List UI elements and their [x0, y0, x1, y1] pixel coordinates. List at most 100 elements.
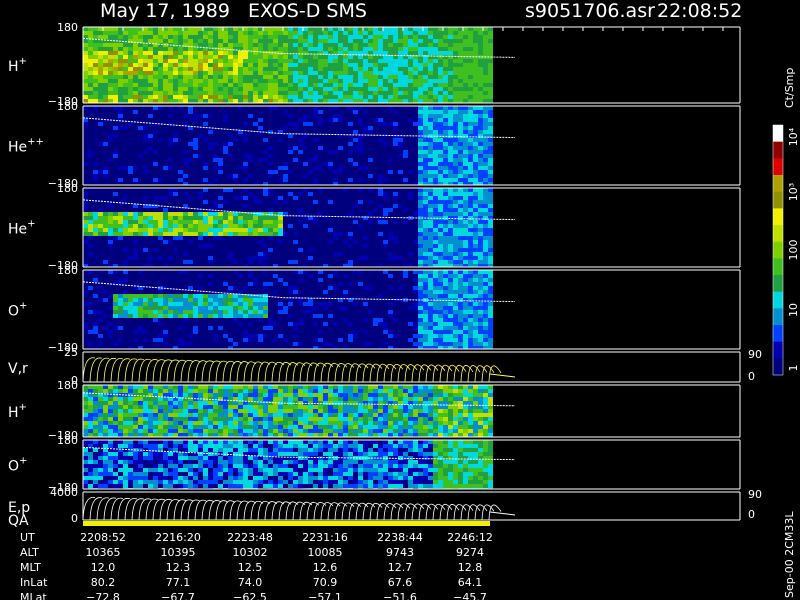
spectrogram-cell	[203, 166, 208, 170]
spectrogram-cell	[318, 166, 323, 170]
spectrogram-cell	[363, 122, 368, 126]
spectrogram-cell	[288, 75, 293, 79]
spectrogram-cell	[368, 204, 373, 208]
spectrogram-cell	[218, 174, 223, 178]
spectrogram-cell	[463, 114, 468, 118]
spectrogram-cell	[213, 59, 218, 63]
spectrogram-cell	[288, 99, 293, 103]
spectrogram-cell	[218, 43, 223, 47]
spectrogram-cell	[258, 87, 263, 91]
spectrogram-cell	[258, 95, 263, 99]
spectrogram-cell	[218, 244, 223, 248]
spectrogram-cell	[113, 248, 118, 252]
spectrogram-cell	[138, 260, 143, 264]
spectrogram-cell	[413, 138, 418, 142]
spectrogram-cell	[338, 126, 343, 130]
spectrogram-cell	[413, 256, 418, 260]
spectrogram-cell	[93, 188, 98, 192]
spectrogram-cell	[108, 346, 113, 349]
spectrogram-cell	[443, 87, 448, 91]
spectrogram-cell	[83, 248, 88, 252]
spectrogram-cell	[128, 174, 133, 178]
spectrogram-cell	[183, 174, 188, 178]
spectrogram-cell	[248, 138, 253, 142]
spectrogram-cell	[408, 35, 413, 39]
spectrogram-cell	[378, 252, 383, 256]
spectrogram-cell	[113, 146, 118, 150]
spectrogram-cell	[478, 178, 483, 182]
spectrogram-cell	[303, 154, 308, 158]
spectrogram-cell	[398, 264, 403, 267]
spectrogram-cell	[343, 162, 348, 166]
spectrogram-cell	[148, 91, 153, 95]
spectrogram-cell	[393, 142, 398, 146]
spectrogram-cell	[258, 170, 263, 174]
spectrogram-cell	[353, 63, 358, 67]
spectrogram-cell	[388, 126, 393, 130]
spectrogram-cell	[198, 200, 203, 204]
spectrogram-cell	[148, 182, 153, 185]
spectrogram-cell	[88, 43, 93, 47]
spectrogram-cell	[128, 134, 133, 138]
spectrogram-cell	[128, 55, 133, 59]
spectrogram-cell	[273, 216, 278, 220]
spectrogram-cell	[343, 118, 348, 122]
spectrogram-cell	[468, 118, 473, 122]
spectrogram-cell	[98, 55, 103, 59]
spectrogram-cell	[223, 39, 228, 43]
spectrogram-cell	[448, 79, 453, 83]
spectrogram-cell	[313, 79, 318, 83]
spectrogram-cell	[113, 63, 118, 67]
spectrogram-cell	[423, 204, 428, 208]
spectrogram-cell	[203, 158, 208, 162]
spectrogram-cell	[248, 260, 253, 264]
spectrogram-cell	[188, 146, 193, 150]
spectrogram-cell	[113, 192, 118, 196]
spectrogram-cell	[93, 240, 98, 244]
spectrogram-cell	[428, 260, 433, 264]
spectrogram-cell	[208, 31, 213, 35]
spectrogram-cell	[193, 91, 198, 95]
spectrogram-cell	[353, 110, 358, 114]
spectrogram-cell	[443, 192, 448, 196]
spectrogram-cell	[243, 174, 248, 178]
spectrogram-cell	[183, 166, 188, 170]
spectrogram-cell	[423, 83, 428, 87]
spectrogram-cell	[108, 342, 113, 346]
spectrogram-cell	[478, 87, 483, 91]
spectrogram-cell	[348, 126, 353, 130]
spectrogram-cell	[443, 43, 448, 47]
spectrogram-cell	[233, 260, 238, 264]
spectrogram-cell	[428, 63, 433, 67]
spectrogram-cell	[398, 83, 403, 87]
spectrogram-cell	[233, 47, 238, 51]
spectrogram-cell	[443, 99, 448, 103]
spectrogram-cell	[88, 244, 93, 248]
spectrogram-cell	[298, 252, 303, 256]
spectrogram-cell	[328, 256, 333, 260]
spectrogram-cell	[178, 208, 183, 212]
spectrogram-cell	[188, 244, 193, 248]
spectrogram-cell	[488, 248, 493, 252]
spectrogram-cell	[328, 236, 333, 240]
spectrogram-cell	[353, 75, 358, 79]
spectrogram-cell	[163, 188, 168, 192]
spectrogram-cell	[288, 114, 293, 118]
spectrogram-cell	[353, 122, 358, 126]
spectrogram-cell	[323, 118, 328, 122]
spectrogram-cell	[143, 252, 148, 256]
spectrogram-cell	[158, 248, 163, 252]
spectrogram-cell	[113, 216, 118, 220]
spectrogram-cell	[418, 182, 423, 185]
spectrogram-cell	[478, 91, 483, 95]
spectrogram-cell	[403, 67, 408, 71]
spectrogram-cell	[133, 95, 138, 99]
spectrogram-cell	[398, 240, 403, 244]
spectrogram-cell	[398, 95, 403, 99]
spectrogram-cell	[433, 146, 438, 150]
spectrogram-cell	[248, 27, 253, 31]
spectrogram-cell	[338, 200, 343, 204]
spectrogram-cell	[108, 260, 113, 264]
spectrogram-cell	[418, 248, 423, 252]
spectrogram-cell	[323, 31, 328, 35]
